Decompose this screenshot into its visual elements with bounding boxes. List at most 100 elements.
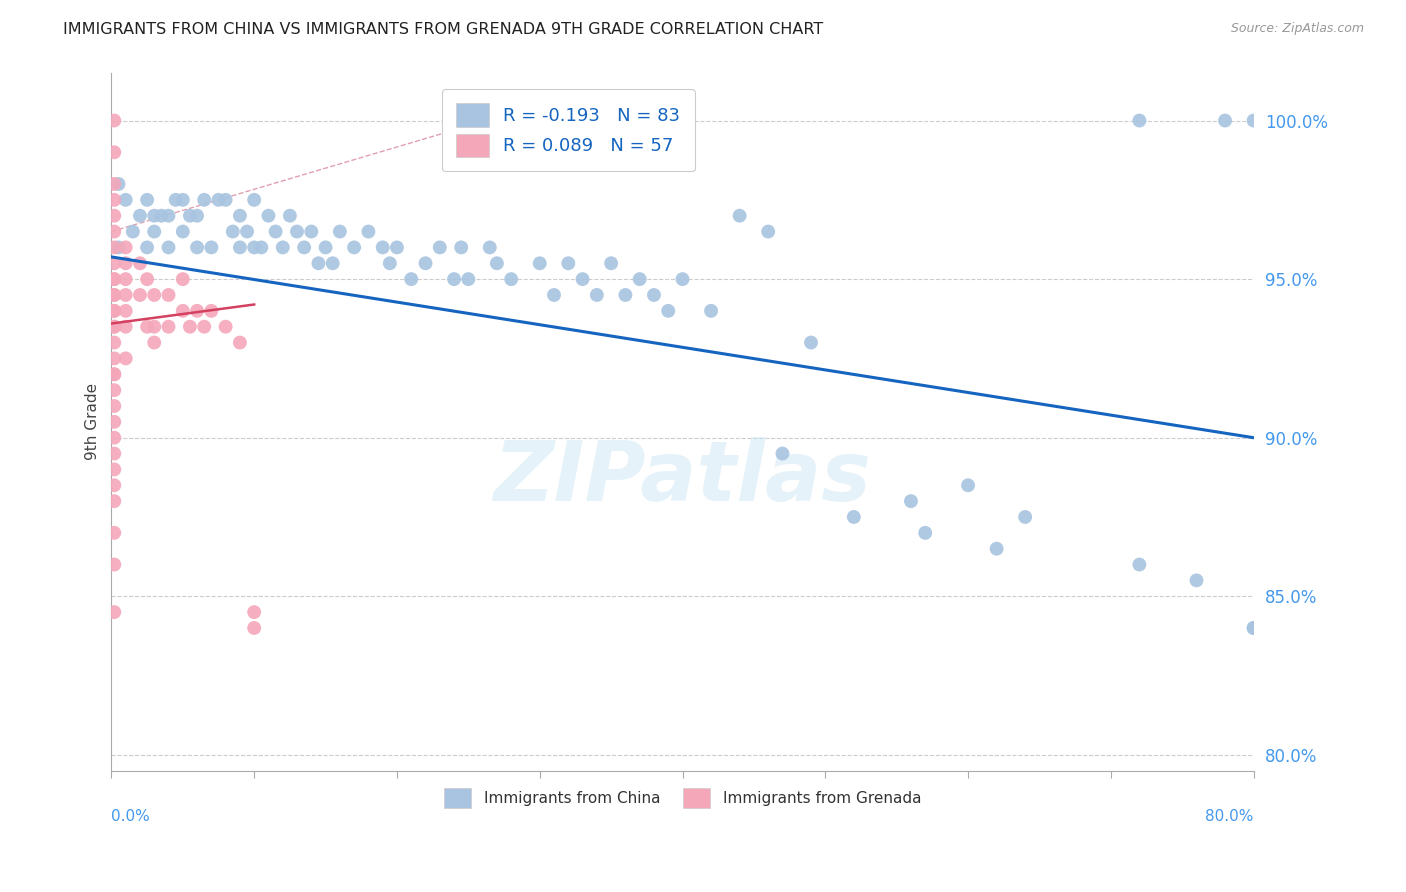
Point bbox=[114, 303, 136, 318]
Point bbox=[103, 288, 125, 302]
Point bbox=[143, 288, 166, 302]
Point bbox=[103, 303, 125, 318]
Point bbox=[485, 256, 508, 270]
Point bbox=[657, 303, 679, 318]
Point bbox=[136, 240, 159, 254]
Point bbox=[157, 209, 180, 223]
Point bbox=[179, 319, 201, 334]
Point bbox=[1243, 621, 1265, 635]
Point bbox=[103, 335, 125, 350]
Point bbox=[143, 209, 166, 223]
Point bbox=[450, 240, 472, 254]
Point bbox=[103, 225, 125, 239]
Point bbox=[243, 193, 266, 207]
Point bbox=[114, 351, 136, 366]
Point bbox=[756, 225, 779, 239]
Point bbox=[429, 240, 451, 254]
Point bbox=[278, 209, 301, 223]
Point bbox=[172, 272, 194, 286]
Point bbox=[222, 225, 245, 239]
Point bbox=[457, 272, 479, 286]
Point bbox=[628, 272, 651, 286]
Point bbox=[478, 240, 501, 254]
Point bbox=[207, 193, 229, 207]
Point bbox=[643, 288, 665, 302]
Point bbox=[1185, 574, 1208, 588]
Point bbox=[200, 240, 222, 254]
Point bbox=[136, 319, 159, 334]
Point bbox=[193, 319, 215, 334]
Point bbox=[243, 605, 266, 619]
Point bbox=[150, 209, 173, 223]
Point bbox=[914, 525, 936, 540]
Point bbox=[103, 272, 125, 286]
Point bbox=[103, 368, 125, 382]
Text: Source: ZipAtlas.com: Source: ZipAtlas.com bbox=[1230, 22, 1364, 36]
Point bbox=[114, 193, 136, 207]
Point bbox=[143, 225, 166, 239]
Point bbox=[103, 368, 125, 382]
Point bbox=[136, 193, 159, 207]
Point bbox=[1213, 113, 1236, 128]
Point bbox=[986, 541, 1008, 556]
Point bbox=[357, 225, 380, 239]
Point bbox=[399, 272, 422, 286]
Point bbox=[501, 272, 523, 286]
Point bbox=[1243, 113, 1265, 128]
Point bbox=[157, 288, 180, 302]
Point bbox=[243, 621, 266, 635]
Point bbox=[285, 225, 308, 239]
Point bbox=[443, 272, 465, 286]
Point bbox=[103, 272, 125, 286]
Point bbox=[157, 319, 180, 334]
Point bbox=[957, 478, 980, 492]
Point bbox=[842, 510, 865, 524]
Point bbox=[103, 525, 125, 540]
Point bbox=[172, 193, 194, 207]
Point bbox=[103, 351, 125, 366]
Point bbox=[900, 494, 922, 508]
Point bbox=[186, 303, 208, 318]
Point bbox=[600, 256, 623, 270]
Point bbox=[186, 209, 208, 223]
Point bbox=[172, 225, 194, 239]
Point bbox=[143, 335, 166, 350]
Point bbox=[236, 225, 259, 239]
Point bbox=[103, 319, 125, 334]
Point bbox=[557, 256, 579, 270]
Point bbox=[103, 319, 125, 334]
Point bbox=[385, 240, 408, 254]
Point bbox=[322, 256, 344, 270]
Point bbox=[586, 288, 609, 302]
Point bbox=[800, 335, 823, 350]
Point bbox=[214, 193, 236, 207]
Point bbox=[229, 209, 252, 223]
Point bbox=[172, 303, 194, 318]
Text: 80.0%: 80.0% bbox=[1205, 809, 1254, 824]
Point bbox=[214, 319, 236, 334]
Point bbox=[103, 177, 125, 191]
Point bbox=[114, 288, 136, 302]
Point bbox=[243, 240, 266, 254]
Point bbox=[200, 303, 222, 318]
Point bbox=[371, 240, 394, 254]
Point bbox=[529, 256, 551, 270]
Point bbox=[103, 605, 125, 619]
Point bbox=[103, 240, 125, 254]
Text: 0.0%: 0.0% bbox=[111, 809, 150, 824]
Point bbox=[103, 558, 125, 572]
Point bbox=[728, 209, 751, 223]
Point bbox=[129, 209, 152, 223]
Point bbox=[307, 256, 329, 270]
Point bbox=[103, 145, 125, 160]
Point bbox=[1128, 558, 1150, 572]
Point bbox=[103, 462, 125, 476]
Point bbox=[229, 240, 252, 254]
Point bbox=[271, 240, 294, 254]
Point bbox=[329, 225, 352, 239]
Point bbox=[571, 272, 593, 286]
Point bbox=[107, 177, 129, 191]
Point bbox=[103, 383, 125, 397]
Point bbox=[415, 256, 437, 270]
Point bbox=[114, 319, 136, 334]
